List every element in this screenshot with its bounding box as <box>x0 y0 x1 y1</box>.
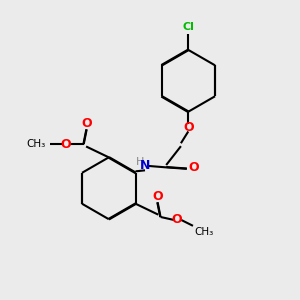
Text: O: O <box>188 161 199 174</box>
Text: N: N <box>140 159 150 172</box>
Text: O: O <box>61 138 71 151</box>
Text: Cl: Cl <box>182 22 194 32</box>
Text: H: H <box>136 158 144 167</box>
Text: CH₃: CH₃ <box>26 139 46 149</box>
Text: O: O <box>152 190 163 203</box>
Text: O: O <box>183 121 194 134</box>
Text: O: O <box>81 117 92 130</box>
Text: CH₃: CH₃ <box>194 227 214 237</box>
Text: O: O <box>172 213 182 226</box>
